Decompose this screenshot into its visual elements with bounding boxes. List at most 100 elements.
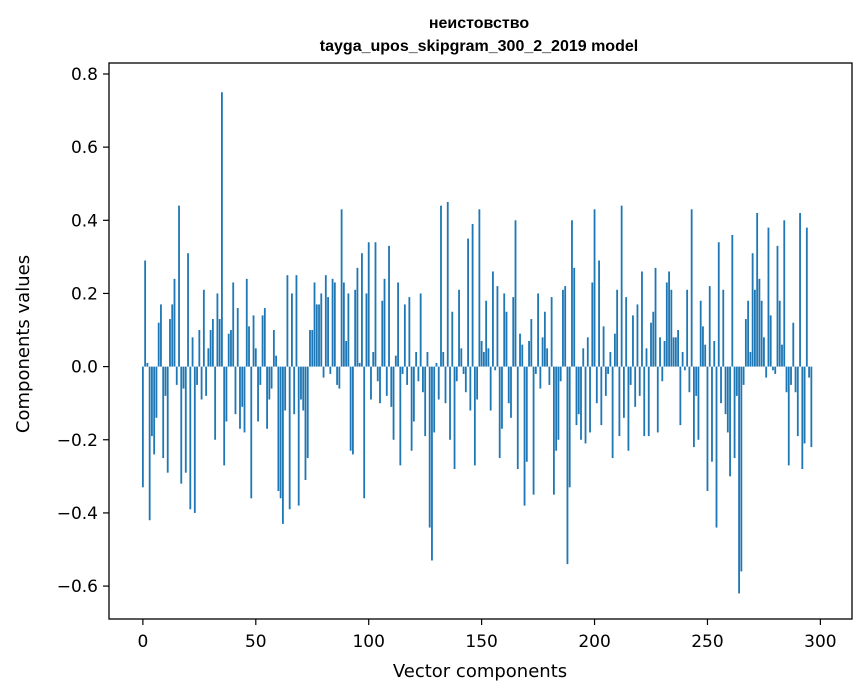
- bar-83: [329, 366, 332, 374]
- bar-277: [767, 227, 770, 367]
- bar-159: [501, 366, 503, 429]
- bar-96: [358, 362, 361, 367]
- bar-219: [636, 304, 639, 367]
- bar-122: [417, 366, 420, 382]
- bar-127: [428, 366, 431, 528]
- bar-37: [225, 366, 228, 422]
- bar-290: [796, 366, 799, 437]
- bar-286: [787, 366, 790, 466]
- y-tick-label: −0.6: [57, 577, 98, 597]
- bar-265: [740, 366, 743, 572]
- bar-174: [534, 366, 537, 374]
- bar-71: [302, 366, 305, 411]
- bar-288: [792, 322, 795, 367]
- bar-211: [618, 366, 621, 437]
- bar-195: [582, 348, 585, 367]
- bar-223: [645, 348, 648, 367]
- y-tick-label: 0.2: [71, 284, 98, 304]
- bar-69: [297, 366, 300, 506]
- bar-148: [476, 366, 479, 400]
- bar-206: [607, 366, 609, 374]
- bar-115: [401, 366, 404, 374]
- x-axis-label: Vector components: [393, 661, 567, 682]
- bar-276: [765, 366, 768, 378]
- bar-135: [446, 202, 449, 367]
- bar-254: [715, 366, 718, 528]
- bar-259: [726, 366, 729, 433]
- bar-193: [577, 366, 580, 415]
- bar-55: [266, 366, 268, 429]
- bar-157: [496, 286, 499, 367]
- bar-123: [419, 293, 422, 367]
- bar-168: [521, 344, 524, 367]
- bar-295: [808, 366, 810, 378]
- y-tick-label: −0.2: [57, 431, 98, 451]
- bar-133: [442, 351, 445, 367]
- bar-100: [367, 242, 370, 367]
- bar-32: [214, 366, 217, 440]
- bar-87: [338, 366, 341, 389]
- bar-57: [270, 366, 273, 389]
- chart-title: неистовство: [429, 15, 529, 32]
- bar-188: [566, 366, 569, 565]
- bar-25: [198, 330, 201, 367]
- bar-227: [654, 267, 657, 367]
- bar-199: [591, 282, 594, 367]
- bar-247: [699, 300, 702, 367]
- plot-frame: [108, 62, 853, 620]
- bar-257: [722, 289, 725, 367]
- bar-236: [674, 337, 677, 367]
- bar-43: [239, 366, 241, 429]
- bar-75: [311, 330, 314, 367]
- bar-266: [742, 366, 745, 385]
- bar-136: [449, 366, 451, 440]
- bar-229: [659, 337, 661, 367]
- bar-64: [286, 275, 289, 367]
- bar-147: [473, 366, 476, 466]
- bar-225: [650, 322, 652, 367]
- bar-39: [230, 330, 232, 367]
- bar-26: [200, 366, 203, 400]
- y-tick-label: 0.8: [71, 65, 98, 85]
- bar-108: [385, 366, 388, 396]
- bar-253: [713, 341, 716, 367]
- bar-50: [254, 348, 257, 367]
- bar-183: [555, 366, 558, 451]
- bar-118: [408, 297, 411, 367]
- bar-138: [453, 366, 456, 470]
- bar-66: [291, 293, 293, 367]
- bar-158: [498, 366, 501, 459]
- bar-166: [516, 366, 519, 470]
- bar-124: [422, 366, 424, 393]
- bar-144: [467, 238, 469, 367]
- bar-221: [641, 271, 643, 367]
- bar-238: [679, 366, 682, 426]
- bar-89: [342, 282, 345, 367]
- bar-243: [690, 209, 693, 367]
- bar-232: [665, 282, 668, 367]
- bar-215: [627, 366, 630, 451]
- bar-263: [735, 366, 738, 396]
- bar-112: [394, 355, 397, 367]
- bar-126: [426, 351, 429, 367]
- bar-101: [370, 366, 372, 400]
- bar-269: [749, 351, 752, 367]
- bar-241: [686, 289, 689, 367]
- bar-175: [537, 293, 539, 367]
- bar-180: [548, 366, 551, 385]
- bar-242: [688, 366, 691, 393]
- bar-182: [552, 366, 555, 495]
- bar-12: [169, 319, 171, 367]
- bar-74: [309, 330, 311, 367]
- bar-272: [756, 212, 759, 367]
- bar-15: [175, 366, 178, 385]
- bar-104: [376, 366, 379, 382]
- bar-235: [672, 337, 675, 367]
- bar-140: [458, 289, 460, 367]
- bar-152: [485, 300, 488, 367]
- bar-226: [652, 311, 655, 367]
- bar-45: [243, 366, 246, 433]
- bar-161: [505, 311, 508, 367]
- bar-207: [609, 351, 612, 367]
